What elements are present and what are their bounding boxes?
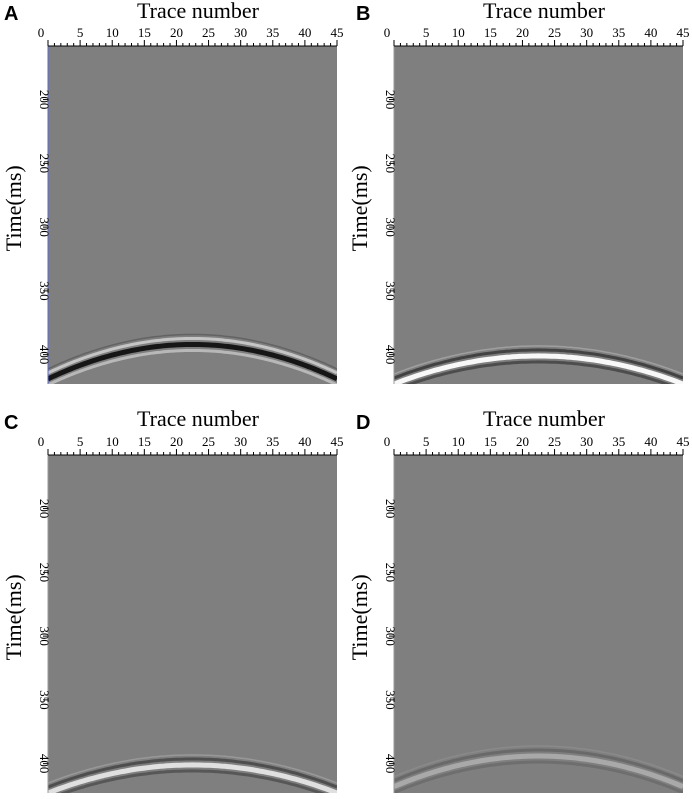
section-background [394, 455, 683, 793]
x-tick-label: 30 [234, 25, 247, 40]
y-tick-label: 200 [383, 90, 398, 110]
x-tick-label: 40 [644, 434, 657, 449]
y-tick-label: 200 [37, 499, 52, 519]
y-tick-label: 400 [37, 345, 52, 365]
x-tick-label: 0 [384, 25, 391, 40]
y-tick-label: 300 [37, 217, 52, 237]
y-tick-label: 250 [383, 563, 398, 583]
x-tick-label: 35 [266, 25, 279, 40]
y-tick-label: 200 [37, 90, 52, 110]
x-tick-label: 15 [484, 434, 497, 449]
x-tick-label: 30 [580, 434, 593, 449]
panel-b: B Trace number Time(ms) 0 5 10 15 20 25 30 35 40 45 2… [347, 0, 690, 384]
panel-letter: D [356, 412, 370, 434]
x-tick-label: 20 [516, 25, 529, 40]
y-tick-label: 400 [37, 754, 52, 774]
panel-letter: C [4, 412, 18, 434]
section-background [394, 46, 683, 384]
x-tick-label: 35 [612, 434, 625, 449]
reflection-event [394, 345, 683, 384]
x-tick-label: 25 [202, 434, 215, 449]
y-tick-label: 350 [383, 690, 398, 710]
x-tick-label: 5 [77, 25, 84, 40]
x-tick-label: 30 [580, 25, 593, 40]
y-axis-title: Time(ms) [1, 574, 26, 660]
x-axis-title: Trace number [137, 406, 260, 431]
y-tick-label: 300 [37, 626, 52, 646]
x-tick-label: 30 [234, 434, 247, 449]
section-background [48, 455, 337, 793]
panel-a: A Trace number Time(ms) 0 5 10 15 20 25 30 35 40 45 2… [1, 0, 344, 384]
x-tick-label: 35 [612, 25, 625, 40]
y-tick-label: 250 [37, 154, 52, 174]
y-tick-label: 400 [383, 754, 398, 774]
x-tick-label: 35 [266, 434, 279, 449]
x-tick-label: 40 [298, 25, 311, 40]
x-tick-label: 20 [516, 434, 529, 449]
y-tick-label: 250 [37, 563, 52, 583]
y-tick-label: 350 [383, 281, 398, 301]
x-tick-label: 45 [331, 434, 344, 449]
x-tick-label: 5 [423, 434, 430, 449]
x-tick-label: 25 [202, 25, 215, 40]
x-tick-label: 0 [38, 25, 45, 40]
x-tick-label: 15 [484, 25, 497, 40]
x-tick-label: 10 [452, 25, 465, 40]
x-tick-label: 5 [77, 434, 84, 449]
x-tick-label: 10 [106, 25, 119, 40]
y-tick-label: 250 [383, 154, 398, 174]
x-tick-label: 45 [677, 25, 690, 40]
y-tick-label: 300 [383, 626, 398, 646]
y-tick-label: 400 [383, 345, 398, 365]
y-tick-label: 350 [37, 281, 52, 301]
x-tick-label: 15 [138, 434, 151, 449]
panel-c: C Trace number Time(ms) 0 5 10 15 20 25 30 35 40 45 2… [1, 406, 344, 793]
y-axis-title: Time(ms) [347, 165, 372, 251]
panel-letter: A [4, 3, 18, 25]
panel-letter: B [356, 3, 370, 25]
section-background [48, 46, 337, 384]
reflection-event [48, 754, 337, 793]
x-tick-label: 0 [384, 434, 391, 449]
x-tick-label: 0 [38, 434, 45, 449]
y-tick-label: 200 [383, 499, 398, 519]
x-tick-label: 10 [452, 434, 465, 449]
reflection-event [394, 745, 683, 793]
x-tick-label: 25 [548, 434, 561, 449]
panel-d: D Trace number Time(ms) 0 5 10 15 20 25 30 35 40 45 2… [347, 406, 690, 793]
x-tick-label: 20 [170, 434, 183, 449]
x-tick-label: 40 [298, 434, 311, 449]
x-axis-title: Trace number [137, 0, 260, 23]
x-tick-label: 40 [644, 25, 657, 40]
x-axis-title: Trace number [483, 406, 606, 431]
x-tick-label: 15 [138, 25, 151, 40]
x-tick-label: 20 [170, 25, 183, 40]
x-tick-label: 10 [106, 434, 119, 449]
x-tick-label: 45 [677, 434, 690, 449]
y-tick-label: 350 [37, 690, 52, 710]
x-tick-label: 45 [331, 25, 344, 40]
y-tick-label: 300 [383, 217, 398, 237]
y-axis-title: Time(ms) [347, 574, 372, 660]
y-axis-title: Time(ms) [1, 165, 26, 251]
reflection-event [48, 333, 337, 384]
x-tick-label: 25 [548, 25, 561, 40]
x-tick-label: 5 [423, 25, 430, 40]
x-axis-title: Trace number [483, 0, 606, 23]
